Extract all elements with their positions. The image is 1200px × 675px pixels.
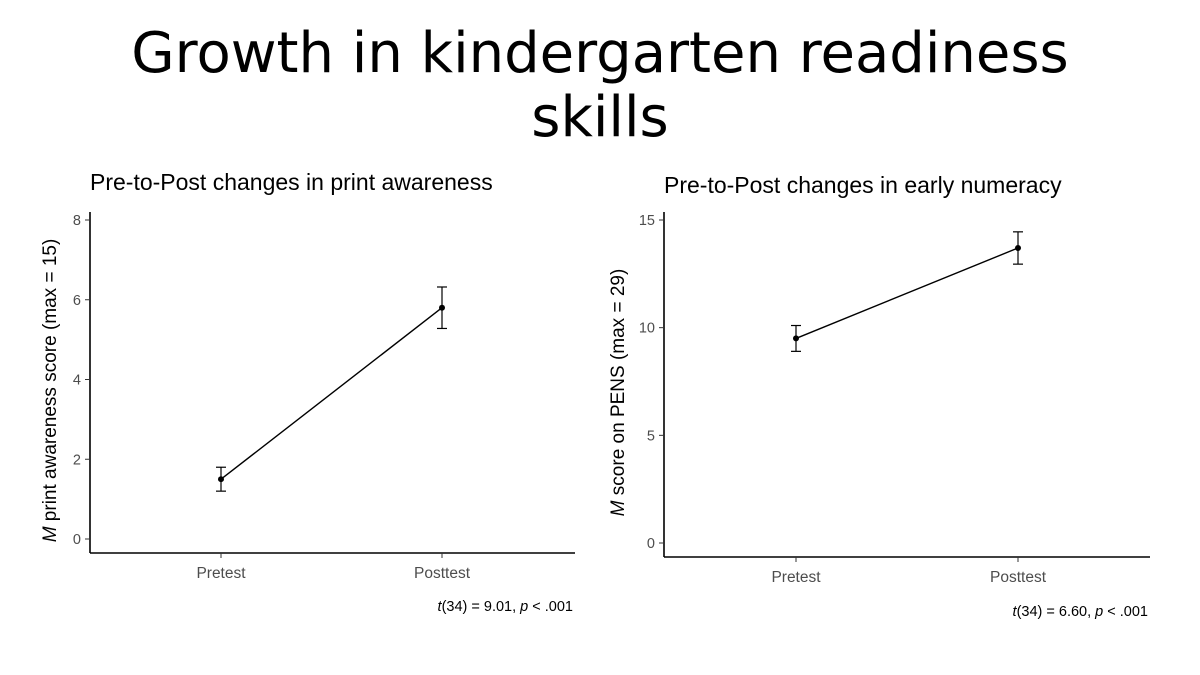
y-tick-label: 0 [73,532,81,548]
x-tick-label: Pretest [196,565,246,582]
y-axis-label-italic: M [40,526,61,542]
y-tick-label: 2 [73,452,81,468]
stat-annotation-italic1: t [438,599,443,615]
y-tick-label: 5 [647,428,655,444]
y-tick-label: 10 [639,321,655,337]
stat-annotation-italic2: p [1094,604,1103,620]
y-tick-label: 0 [647,536,655,552]
chart-title: Pre-to-Post changes in print awareness [90,169,493,195]
y-axis-label: M score on PENS (max = 29) [608,269,629,517]
y-tick-label: 8 [73,213,81,229]
data-point [439,304,445,311]
stat-annotation: t(34) = 6.60, p < .001 [1013,604,1148,620]
y-tick-label: 4 [73,373,81,389]
x-tick-label: Pretest [771,569,821,586]
early-numeracy-chart: Pre-to-Post changes in early numeracy 0 5 1… [608,172,1150,620]
x-tick-label: Posttest [990,569,1047,586]
data-point [1015,244,1021,251]
x-tick-label: Posttest [414,565,471,582]
stat-annotation-italic2: p [519,599,528,615]
data-point [218,476,224,483]
print-awareness-chart: Pre-to-Post changes in print awareness 0 2… [40,169,575,615]
stat-annotation-italic1: t [1013,604,1018,620]
stat-annotation-mid: (34) = 9.01, [442,599,521,615]
series-line [795,247,1019,340]
y-axis-label-text: print awareness score (max = 15) [40,239,61,527]
stat-annotation: t(34) = 9.01, p < .001 [438,599,573,615]
y-axis-label-text: score on PENS (max = 29) [608,269,629,501]
stat-annotation-post: < .001 [528,599,573,615]
y-tick-label: 6 [73,293,81,309]
slide-title: Growth in kindergarten readiness skills [131,21,1069,150]
series-line [220,307,443,480]
y-axis-label: M print awareness score (max = 15) [40,239,61,543]
chart-title: Pre-to-Post changes in early numeracy [664,172,1062,198]
data-point [793,335,799,342]
stat-annotation-mid: (34) = 6.60, [1017,604,1096,620]
stat-annotation-post: < .001 [1103,604,1148,620]
y-axis-label-italic: M [608,500,629,516]
y-tick-label: 15 [639,213,655,229]
